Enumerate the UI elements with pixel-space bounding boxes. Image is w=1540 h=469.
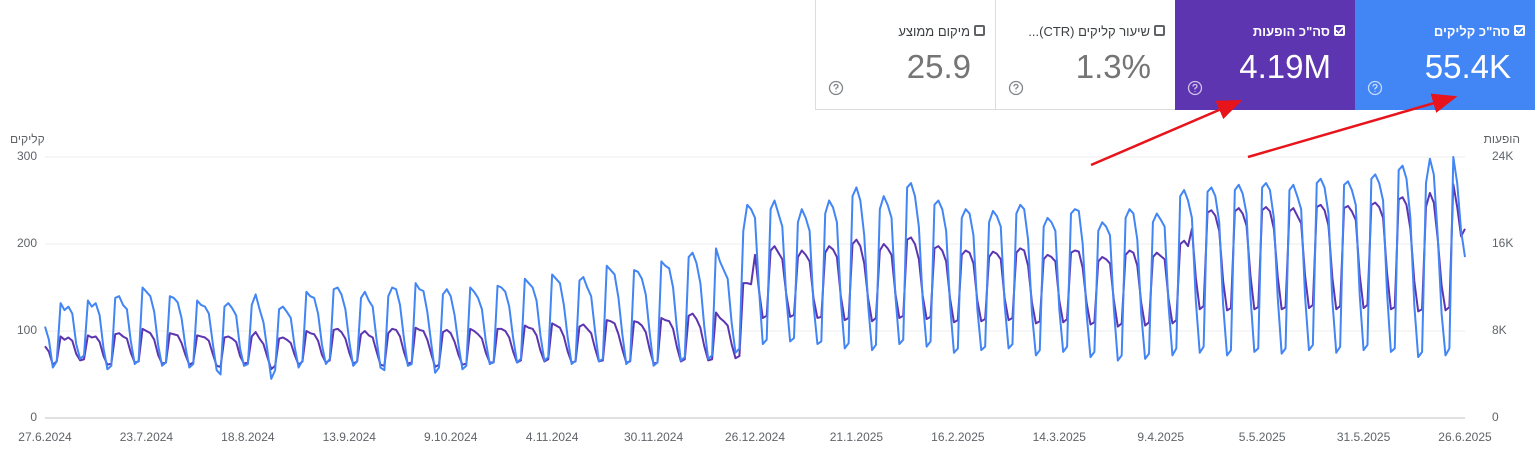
metric-value: 55.4K — [1424, 48, 1511, 85]
metric-label: סה"כ קליקים — [1433, 24, 1510, 39]
y2-axis-label: הופעות — [1484, 132, 1520, 146]
x-tick-label: 9.10.2024 — [424, 430, 478, 444]
x-tick-label: 30.11.2024 — [624, 430, 683, 444]
x-tick-label: 4.11.2024 — [526, 430, 579, 444]
y-tick-label: 100 — [17, 323, 37, 337]
metric-value: 4.19M — [1239, 48, 1331, 85]
x-tick-label: 26.12.2024 — [725, 430, 785, 444]
x-tick-label: 5.5.2025 — [1239, 430, 1286, 444]
metric-label: שיעור קליקים (CTR)... — [1028, 24, 1150, 39]
metric-value: 1.3% — [1075, 48, 1151, 85]
series-line — [44, 156, 1466, 380]
y2-tick-label: 24K — [1492, 149, 1513, 163]
y2-tick-label: 8K — [1492, 323, 1507, 337]
series-line — [44, 183, 1466, 371]
x-tick-label: 9.4.2025 — [1137, 430, 1184, 444]
metric-card[interactable]: שיעור קליקים (CTR)... 1.3% — [995, 0, 1175, 110]
checkbox[interactable] — [1334, 25, 1345, 36]
x-tick-label: 14.3.2025 — [1033, 430, 1087, 444]
y-tick-label: 300 — [17, 149, 37, 163]
checkbox[interactable] — [1514, 25, 1525, 36]
metric-label: מיקום ממוצע — [898, 24, 970, 39]
y2-tick-label: 0 — [1492, 410, 1499, 424]
x-tick-label: 18.8.2024 — [221, 430, 275, 444]
y-tick-label: 0 — [30, 410, 37, 424]
metric-card[interactable]: סה"כ קליקים 55.4K — [1355, 0, 1535, 110]
x-tick-label: 26.6.2025 — [1438, 430, 1492, 444]
metric-card[interactable]: מיקום ממוצע 25.9 — [815, 0, 995, 110]
x-tick-label: 23.7.2024 — [120, 430, 174, 444]
help-icon[interactable] — [828, 80, 844, 96]
x-tick-label: 16.2.2025 — [931, 430, 985, 444]
help-icon[interactable] — [1367, 80, 1383, 96]
x-tick-label: 21.1.2025 — [830, 430, 884, 444]
checkbox[interactable] — [974, 25, 985, 36]
help-icon[interactable] — [1008, 80, 1024, 96]
y2-tick-label: 16K — [1492, 236, 1513, 250]
metric-value: 25.9 — [906, 48, 971, 85]
check-icon — [1515, 27, 1524, 35]
y-tick-label: 200 — [17, 236, 37, 250]
x-tick-label: 31.5.2025 — [1337, 430, 1391, 444]
metric-label: סה"כ הופעות — [1252, 24, 1330, 39]
metric-card[interactable]: סה"כ הופעות 4.19M — [1175, 0, 1355, 110]
x-tick-label: 13.9.2024 — [323, 430, 377, 444]
help-icon[interactable] — [1187, 80, 1203, 96]
check-icon — [1335, 27, 1344, 35]
y-axis-label: קליקים — [10, 132, 45, 146]
x-tick-label: 27.6.2024 — [18, 430, 72, 444]
checkbox[interactable] — [1154, 25, 1165, 36]
